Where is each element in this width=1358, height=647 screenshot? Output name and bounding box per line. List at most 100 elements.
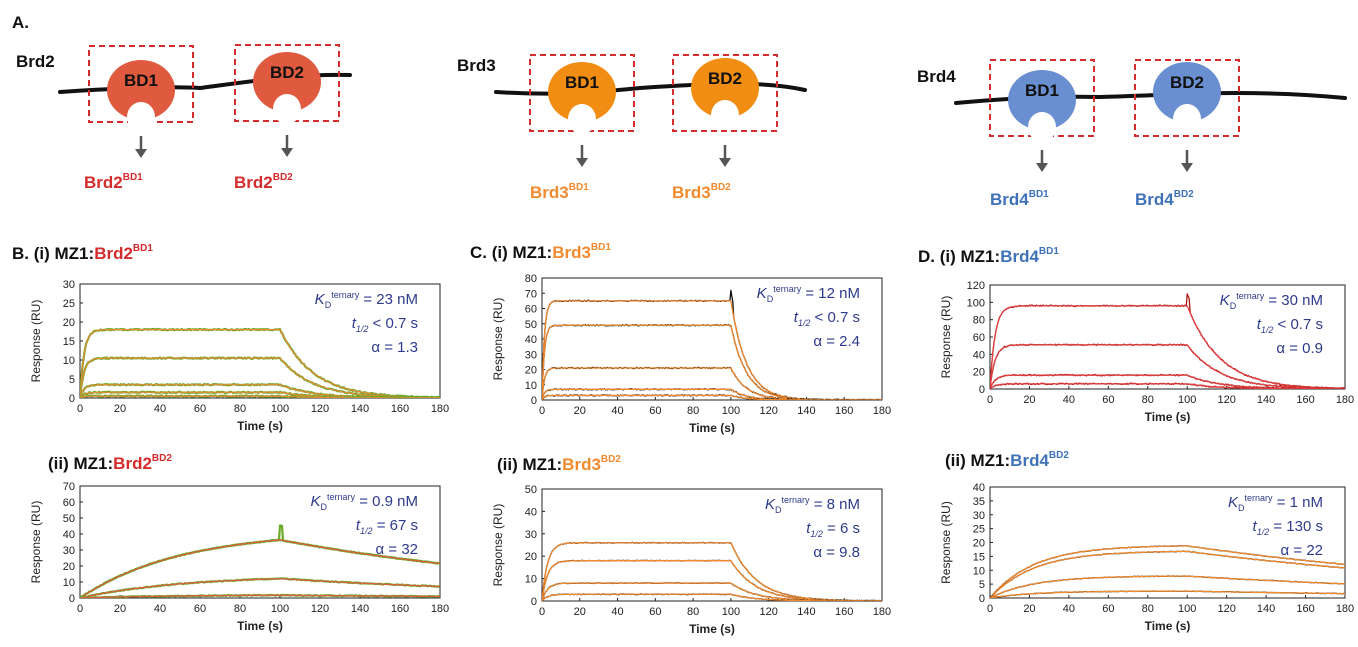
target-superscript: BD2 (1049, 450, 1069, 461)
half-life-symbol: t (806, 520, 811, 537)
ligand-prefix: MZ1: (523, 455, 563, 474)
y-tick-label: 5 (979, 579, 985, 591)
target-name: Brd4 (1010, 451, 1049, 470)
y-tick-label: 60 (525, 304, 537, 316)
x-tick-label: 40 (611, 606, 623, 618)
y-tick-label: 120 (967, 280, 985, 292)
binding-pocket-notch (127, 102, 155, 132)
kd-value: = 23 nM (359, 291, 418, 308)
x-tick-label: 40 (611, 405, 623, 417)
panel-a-label: A. (12, 13, 29, 32)
construct-label: Brd3BD1 (530, 182, 589, 202)
arrow-head (719, 158, 731, 167)
x-tick-label: 160 (391, 403, 409, 415)
ligand-prefix: MZ1: (513, 243, 553, 262)
cooperativity-alpha-annotation: α = 2.4 (813, 333, 860, 350)
x-tick-label: 80 (234, 403, 246, 415)
kd-value: = 0.9 nM (355, 493, 418, 510)
protein-name: Brd2 (16, 52, 55, 71)
dashed-selection-box (672, 54, 778, 132)
domain-shape (1153, 62, 1221, 122)
x-tick-label: 180 (873, 606, 891, 618)
y-tick-label: 25 (973, 524, 985, 536)
y-tick-label: 10 (63, 355, 75, 367)
x-tick-label: 20 (114, 603, 126, 615)
kd-value: = 30 nM (1264, 292, 1323, 309)
kd-ternary-annotation: KDternary = 12 nM (757, 284, 860, 304)
half-life-value: < 0.7 s (810, 309, 860, 326)
kd-superscript: ternary (782, 495, 811, 505)
half-life-subscript: 1/2 (1261, 325, 1274, 335)
series-2-fit-curve (990, 550, 1345, 598)
binding-pocket-notch (273, 94, 301, 124)
curves (990, 293, 1345, 389)
x-tick-label: 120 (311, 603, 329, 615)
panel-roman-numeral: (ii) (945, 451, 971, 470)
x-tick-label: 100 (1178, 603, 1196, 615)
kd-value: = 8 nM (810, 496, 860, 513)
kd-superscript: ternary (1236, 291, 1265, 301)
y-tick-label: 0 (979, 593, 985, 605)
x-tick-label: 140 (351, 403, 369, 415)
curves (990, 545, 1345, 598)
y-tick-label: 40 (63, 529, 75, 541)
kd-ternary-annotation: KDternary = 0.9 nM (311, 492, 418, 512)
x-tick-label: 80 (234, 603, 246, 615)
x-tick-label: 160 (391, 603, 409, 615)
target-name: Brd3 (562, 455, 601, 474)
curves (542, 541, 882, 601)
target-name: Brd4 (1000, 247, 1039, 266)
y-tick-label: 40 (525, 506, 537, 518)
y-tick-label: 0 (531, 395, 537, 407)
y-tick-label: 80 (525, 273, 537, 285)
x-axis-label: Time (s) (1145, 619, 1191, 633)
construct-superscript: BD1 (1029, 189, 1049, 200)
domain-shape (1008, 70, 1076, 130)
x-tick-label: 0 (987, 603, 993, 615)
y-tick-label: 15 (973, 551, 985, 563)
series-4-data-trace (990, 590, 1345, 598)
x-tick-label: 20 (1023, 394, 1035, 406)
series-1-fit-curve (990, 545, 1345, 598)
x-tick-label: 180 (431, 603, 449, 615)
y-tick-label: 50 (525, 484, 537, 496)
domain-shape (691, 58, 759, 118)
construct-label: Brd3BD2 (672, 182, 731, 202)
x-tick-label: 20 (114, 403, 126, 415)
series-1-fit-curve (80, 329, 440, 398)
y-tick-label: 20 (973, 367, 985, 379)
kd-superscript: ternary (1245, 493, 1274, 503)
y-axis-label: Response (RU) (939, 501, 953, 584)
panel-roman-numeral: (ii) (497, 455, 523, 474)
x-tick-label: 80 (1142, 603, 1154, 615)
half-life-annotation: t1/2 = 67 s (356, 517, 418, 536)
cooperativity-alpha-annotation: α = 22 (1281, 542, 1323, 559)
series-2-data-trace (542, 559, 882, 601)
half-life-annotation: t1/2 = 130 s (1253, 518, 1323, 537)
domain-label: BD1 (124, 71, 158, 90)
half-life-symbol: t (352, 315, 357, 332)
binding-pocket-notch (1028, 112, 1056, 142)
series-4-fit-curve (990, 590, 1345, 598)
x-tick-label: 120 (1217, 394, 1235, 406)
y-tick-label: 10 (525, 380, 537, 392)
panel-roman-numeral: (ii) (48, 454, 74, 473)
x-axis-label: Time (s) (689, 421, 735, 435)
curves (80, 524, 440, 598)
half-life-annotation: t1/2 < 0.7 s (794, 309, 860, 328)
y-tick-label: 20 (63, 317, 75, 329)
half-life-value: < 0.7 s (368, 315, 418, 332)
x-tick-label: 20 (1023, 603, 1035, 615)
panel-title: D. (i) MZ1:Brd4BD1 (918, 246, 1059, 266)
half-life-subscript: 1/2 (810, 529, 823, 539)
series-5-fit-curve (80, 395, 440, 398)
kd-ternary-annotation: KDternary = 30 nM (1220, 291, 1323, 311)
